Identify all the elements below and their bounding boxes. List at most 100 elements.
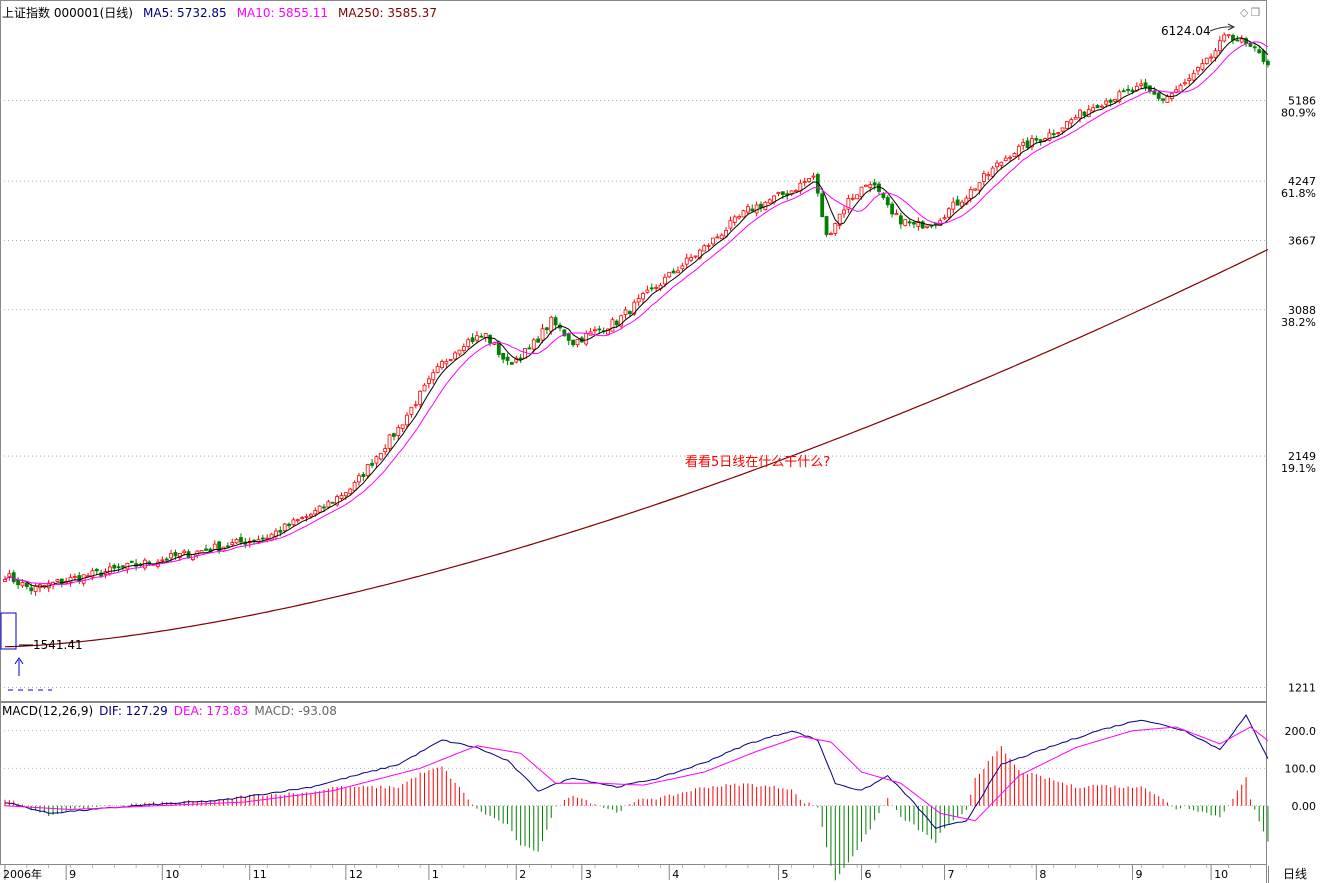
candle-body	[995, 162, 999, 168]
time-tick-label: 11	[253, 868, 267, 881]
candle-body	[160, 559, 165, 562]
candle-body	[230, 542, 235, 546]
ma10-line	[4, 41, 1269, 586]
candle-body	[641, 293, 645, 300]
candle-body	[357, 475, 361, 483]
candle-body	[291, 519, 296, 525]
candle-body	[960, 201, 964, 207]
candle-body	[746, 206, 750, 213]
time-tick-label: 3	[585, 868, 592, 881]
candle-body	[173, 552, 178, 557]
candle-body	[1073, 117, 1078, 120]
candle-body	[107, 566, 112, 574]
candle-body	[593, 329, 597, 332]
restore-window-icon[interactable]: ❐	[1250, 6, 1261, 19]
candle-body	[383, 448, 388, 453]
candle-body	[907, 221, 912, 224]
candle-body	[510, 362, 514, 365]
candle-body	[16, 579, 21, 586]
candle-body	[999, 161, 1004, 166]
candle-body	[1183, 82, 1187, 85]
candle-body	[750, 208, 755, 212]
candle-body	[239, 537, 243, 543]
candle-body	[475, 335, 479, 341]
candle-body	[1261, 50, 1266, 62]
candle-body	[872, 182, 877, 186]
candle-body	[689, 257, 693, 261]
macd-gridlines	[0, 730, 1266, 807]
candle-body	[732, 216, 737, 223]
candle-body	[378, 452, 383, 460]
candle-body	[767, 199, 772, 204]
candle-body	[1200, 63, 1205, 70]
candle-body	[374, 456, 379, 464]
candle-body	[300, 517, 305, 519]
panel-tools: ◇ ❐	[1238, 6, 1260, 19]
candle-body	[981, 173, 986, 182]
candle-body	[29, 587, 34, 592]
chart-note: 看看5日线在什么干什么?	[685, 454, 830, 470]
candle-body	[112, 565, 117, 569]
candle-body	[343, 492, 348, 497]
dea-legend: DEA: 173.83	[173, 704, 249, 718]
diamond-icon[interactable]: ◇	[1240, 6, 1249, 19]
candle-body	[715, 236, 720, 239]
candle-body	[1117, 91, 1122, 103]
candle-body	[724, 229, 728, 237]
candle-body	[916, 221, 921, 227]
period-button[interactable]: 日线	[1268, 866, 1320, 883]
candle-body	[632, 301, 637, 315]
candle-body	[776, 192, 781, 195]
candle-body	[544, 327, 549, 331]
time-tick-label: 6	[865, 868, 872, 881]
candle-body	[947, 208, 951, 218]
candle-body	[94, 568, 99, 572]
candle-body	[859, 186, 864, 198]
candle-body	[1012, 153, 1017, 157]
candle-body	[370, 462, 374, 466]
candle-body	[811, 175, 816, 178]
candle-body	[523, 348, 527, 359]
candle-body	[431, 372, 436, 381]
candle-body	[1178, 84, 1183, 93]
candle-body	[1104, 100, 1109, 105]
candle-body	[466, 339, 471, 347]
candle-body	[470, 337, 475, 343]
candle-body	[759, 203, 763, 208]
candle-body	[863, 184, 868, 187]
macd-lines	[4, 714, 1269, 830]
candle-body	[426, 378, 431, 384]
candle-body	[820, 193, 825, 218]
candle-body	[1065, 121, 1069, 129]
candle-body	[322, 506, 326, 509]
candle-body	[628, 311, 632, 315]
candle-body	[1099, 105, 1104, 108]
time-tick-label: 7	[948, 868, 955, 881]
candle-body	[1196, 67, 1200, 72]
candle-body	[365, 464, 370, 477]
candle-body	[881, 193, 886, 199]
candle-body	[413, 404, 418, 407]
up-arrow-head	[14, 657, 24, 665]
candle-body	[855, 194, 860, 200]
candle-body	[234, 538, 239, 544]
candle-body	[693, 255, 698, 258]
candle-body	[737, 216, 742, 219]
candle-body	[1021, 142, 1026, 146]
candle-body	[68, 576, 73, 583]
candle-body	[287, 523, 291, 527]
selection-box[interactable]	[0, 612, 17, 650]
candle-body	[1056, 132, 1061, 134]
candle-body	[295, 519, 300, 522]
candle-body	[968, 189, 973, 199]
candle-body	[1226, 34, 1231, 37]
candle-body	[597, 328, 602, 331]
dea-line	[4, 726, 1269, 822]
candle-body	[90, 570, 95, 578]
time-tick-label: 9	[69, 868, 76, 881]
candle-body	[1047, 132, 1052, 141]
candle-body	[671, 270, 676, 274]
candle-body	[846, 197, 851, 210]
